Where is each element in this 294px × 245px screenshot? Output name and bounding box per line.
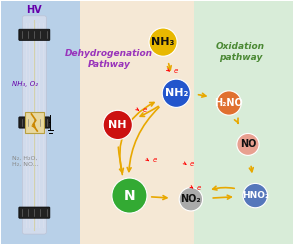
- Bar: [80, 1, 194, 244]
- FancyBboxPatch shape: [19, 207, 50, 218]
- Text: e: e: [153, 157, 157, 163]
- Ellipse shape: [103, 110, 132, 140]
- Text: HV: HV: [26, 5, 42, 15]
- FancyBboxPatch shape: [19, 117, 50, 128]
- Ellipse shape: [162, 79, 190, 107]
- Text: NO₂: NO₂: [181, 194, 201, 204]
- Ellipse shape: [179, 187, 203, 211]
- Ellipse shape: [217, 91, 241, 115]
- Text: N: N: [124, 189, 135, 203]
- Ellipse shape: [112, 178, 147, 213]
- Text: NH₂: NH₂: [165, 88, 188, 98]
- Text: e: e: [143, 107, 147, 113]
- Text: NO: NO: [240, 139, 256, 149]
- Text: e: e: [197, 184, 201, 191]
- Text: e: e: [190, 161, 194, 167]
- Bar: [194, 1, 293, 244]
- Text: NH₃: NH₃: [151, 37, 175, 47]
- Text: Dehydrogenation
Pathway: Dehydrogenation Pathway: [65, 49, 153, 69]
- Bar: [1, 1, 80, 244]
- FancyBboxPatch shape: [25, 111, 44, 134]
- Text: NH: NH: [108, 120, 127, 130]
- FancyBboxPatch shape: [22, 16, 46, 234]
- Text: NH₃, O₂: NH₃, O₂: [12, 81, 39, 86]
- Text: N₂, H₂O,
H₂, NO...: N₂, H₂O, H₂, NO...: [12, 156, 39, 167]
- Text: HNO₂: HNO₂: [242, 191, 269, 200]
- Ellipse shape: [243, 184, 268, 208]
- FancyBboxPatch shape: [19, 29, 50, 40]
- Ellipse shape: [149, 28, 177, 56]
- Text: H₂NO: H₂NO: [215, 98, 243, 108]
- Text: Oxidation
pathway: Oxidation pathway: [216, 42, 265, 61]
- Text: e: e: [173, 68, 178, 74]
- Ellipse shape: [237, 134, 259, 155]
